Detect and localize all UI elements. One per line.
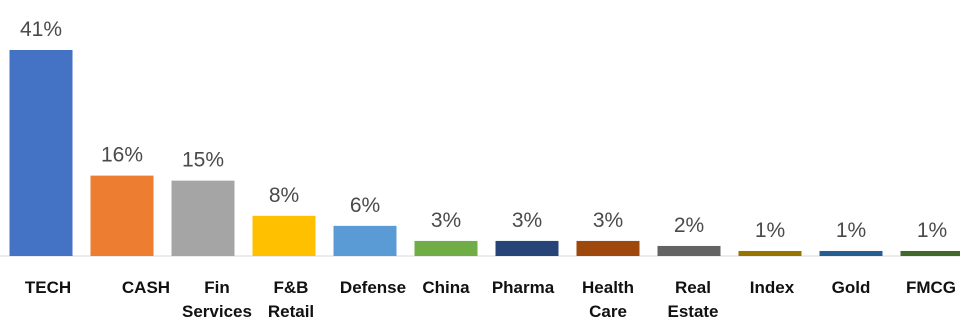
category-label-line: China	[422, 278, 470, 297]
bar-tech	[9, 50, 73, 256]
bar-f-b-retail	[252, 215, 316, 256]
bar-health-care	[576, 240, 640, 256]
bar-china	[414, 240, 478, 256]
value-label: 15%	[182, 149, 224, 172]
category-label-line: Services	[182, 302, 252, 320]
value-label: 2%	[674, 214, 704, 237]
category-label-line: Gold	[832, 278, 871, 297]
category-label: F&B Retail	[268, 278, 314, 320]
bar-real-estate	[657, 245, 721, 256]
category-label-line: Real	[675, 278, 711, 297]
category-label: FMCG	[906, 278, 956, 297]
bar-gold	[819, 250, 883, 256]
value-label: 3%	[512, 209, 542, 232]
category-label-line: Retail	[268, 302, 314, 320]
category-label: CASH	[122, 278, 170, 297]
category-label: Gold	[832, 278, 871, 297]
category-label-line: Health	[582, 278, 634, 297]
category-label-line: Defense	[340, 278, 406, 297]
category-label: Fin Services	[182, 278, 252, 320]
bar-pharma	[495, 240, 559, 256]
category-label-line: TECH	[25, 278, 71, 297]
bars-group	[9, 50, 960, 256]
category-labels-group: TECH CASH Fin Services F&B Retail Defense China…	[25, 278, 956, 320]
value-label: 1%	[755, 219, 785, 242]
bar-fin-services	[171, 180, 235, 256]
value-labels-group: 41% 16% 15% 8% 6% 3% 3% 3% 2% 1% 1% 1%	[20, 18, 947, 242]
bar-fmcg	[900, 250, 960, 256]
category-label-line: Fin	[204, 278, 230, 297]
value-label: 41%	[20, 18, 62, 41]
category-label: TECH	[25, 278, 71, 297]
category-label-line: Pharma	[492, 278, 555, 297]
category-label: Defense	[340, 278, 406, 297]
category-label-line: Estate	[667, 302, 718, 320]
value-label: 1%	[917, 219, 947, 242]
value-label: 8%	[269, 184, 299, 207]
category-label: Pharma	[492, 278, 555, 297]
value-label: 3%	[431, 209, 461, 232]
category-label-line: FMCG	[906, 278, 956, 297]
bar-defense	[333, 225, 397, 256]
category-label-line: Index	[750, 278, 795, 297]
category-label: Real Estate	[667, 278, 718, 320]
value-label: 1%	[836, 219, 866, 242]
bar-index	[738, 250, 802, 256]
value-label: 16%	[101, 144, 143, 167]
value-label: 6%	[350, 194, 380, 217]
category-label: China	[422, 278, 470, 297]
category-label-line: F&B	[274, 278, 309, 297]
category-label: Health Care	[582, 278, 634, 320]
bar-cash	[90, 175, 154, 256]
category-label-line: CASH	[122, 278, 170, 297]
value-label: 3%	[593, 209, 623, 232]
category-label: Index	[750, 278, 795, 297]
category-label-line: Care	[589, 302, 627, 320]
